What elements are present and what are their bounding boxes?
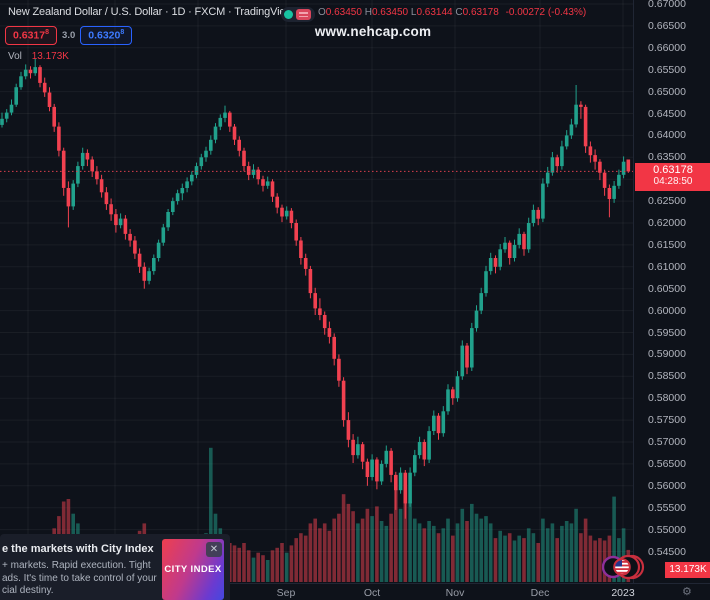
- close-label: C: [455, 7, 463, 18]
- volume-legend: Vol 13.173K: [8, 51, 69, 62]
- high-label: H: [364, 7, 372, 18]
- connection-dot-icon: [284, 10, 293, 19]
- bar-countdown: 04:28:50: [653, 176, 693, 187]
- price-axis-label: 0.59000: [648, 348, 686, 361]
- ad-title: e the markets with City Index: [2, 543, 154, 555]
- price-axis-label: 0.63500: [648, 151, 686, 164]
- symbol-title[interactable]: New Zealand Dollar / U.S. Dollar · 1D · …: [8, 6, 294, 18]
- price-axis-label: 0.57000: [648, 436, 686, 448]
- low-value: 0.63144: [416, 7, 453, 18]
- notification-chip-icon: [296, 9, 311, 20]
- chart-pane[interactable]: www.nehcap.com New Zealand Dollar / U.S.…: [0, 0, 645, 600]
- sell-price-button[interactable]: 0.63178: [5, 26, 58, 45]
- price-axis-label: 0.61500: [648, 238, 686, 251]
- price-axis-label: 0.62500: [648, 195, 686, 208]
- ad-text-line: + markets. Rapid execution. Tight: [2, 560, 151, 571]
- price-axis-label: 0.65500: [648, 63, 686, 76]
- current-volume-tag: 13.173K: [665, 562, 710, 578]
- price-axis-label: 0.58000: [648, 392, 686, 405]
- watermark: www.nehcap.com: [314, 24, 432, 39]
- time-axis-label: Sep: [276, 587, 296, 599]
- buy-price-button[interactable]: 0.63208: [80, 26, 133, 45]
- price-axis-label: 0.61000: [648, 260, 686, 273]
- price-axis[interactable]: 0.54500 0.55000 0.55500 0.56000 0.56500 0.570…: [633, 0, 710, 583]
- price-axis-label: 0.54500: [648, 545, 686, 558]
- change-value: -0.00272 (-0.43%): [505, 7, 587, 18]
- volume-value: 13.173K: [31, 51, 69, 62]
- price-axis-label: 0.56500: [648, 457, 686, 470]
- time-axis-label: Oct: [363, 587, 381, 599]
- open-value: 0.63450: [325, 7, 362, 18]
- price-axis-label: 0.56000: [648, 479, 686, 492]
- price-axis-label: 0.62000: [648, 217, 686, 229]
- price-axis-label: 0.55500: [648, 501, 686, 514]
- close-value: 0.63178: [462, 7, 499, 18]
- candlestick-chart[interactable]: [0, 0, 633, 583]
- price-axis-label: 0.55000: [648, 523, 686, 536]
- ad-text-line: cial destiny.: [2, 585, 54, 596]
- ad-close-button[interactable]: ✕: [206, 542, 222, 557]
- current-price: 0.63178: [653, 164, 693, 176]
- price-axis-label: 0.57500: [648, 414, 686, 427]
- time-axis-label: Nov: [445, 587, 465, 599]
- ohlc-readout: O0.63450 H0.63450 L0.63144 C0.63178 -0.0…: [318, 7, 586, 18]
- open-label: O: [318, 7, 326, 18]
- spread-value: 3.0: [62, 29, 76, 41]
- price-axis-label: 0.59500: [648, 326, 686, 339]
- time-axis-label: Dec: [530, 587, 550, 599]
- price-axis-label: 0.64500: [648, 107, 686, 120]
- current-price-tag: 0.63178 04:28:50: [635, 163, 710, 191]
- axis-settings-gear-icon[interactable]: ⚙: [682, 586, 692, 598]
- price-axis-label: 0.66000: [648, 41, 686, 54]
- low-label: L: [410, 7, 417, 18]
- ad-panel[interactable]: e the markets with City Index + markets.…: [0, 534, 230, 600]
- price-axis-label: 0.60000: [648, 304, 686, 317]
- quote-row: 0.63178 3.0 0.63208: [5, 26, 133, 45]
- price-axis-label: 0.67000: [648, 0, 686, 10]
- price-axis-label: 0.64000: [648, 129, 686, 142]
- price-axis-label: 0.65000: [648, 85, 686, 98]
- volume-label: Vol: [8, 51, 22, 62]
- high-value: 0.63450: [371, 7, 409, 18]
- status-toggle[interactable]: [281, 7, 315, 22]
- price-axis-label: 0.60500: [648, 282, 686, 295]
- ad-text-line: ads. It's time to take control of your: [2, 572, 157, 584]
- price-axis-label: 0.66500: [648, 19, 686, 32]
- nehcap-logo-icon: [602, 554, 645, 580]
- price-axis-label: 0.58500: [648, 370, 686, 383]
- time-axis-label: 2023: [611, 587, 635, 599]
